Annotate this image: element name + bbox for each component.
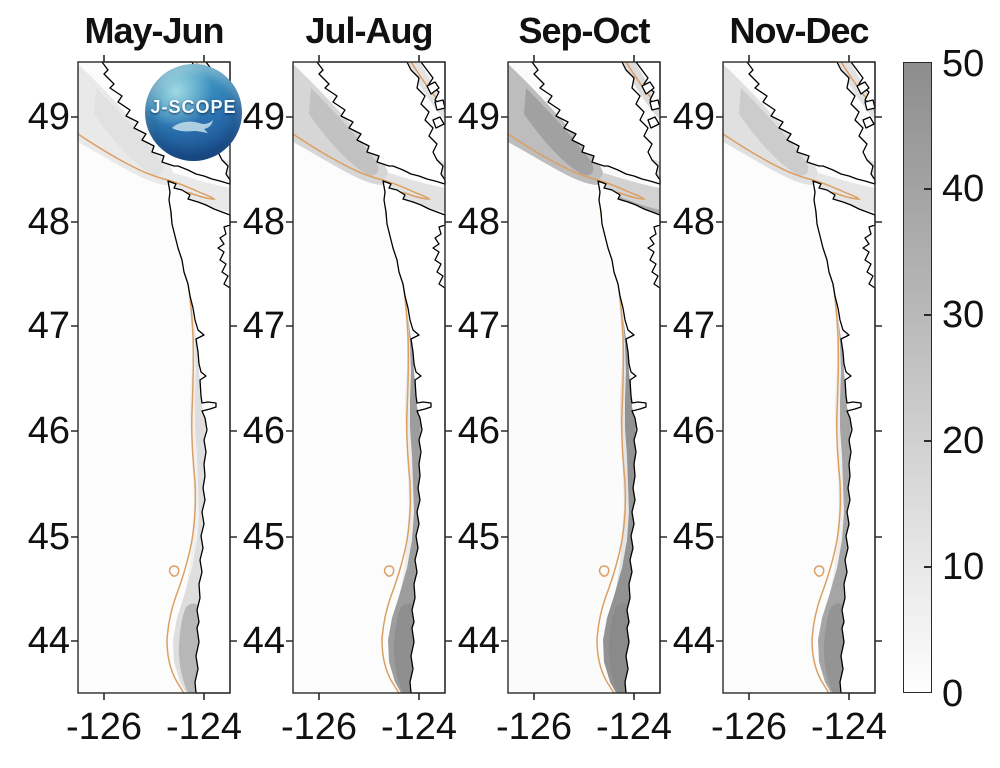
colorbar [903, 62, 932, 693]
jscope-logo: J-SCOPE [145, 64, 242, 161]
lon-tick-label: -126 [495, 706, 573, 748]
panel-title-julaug: Jul-Aug [305, 10, 434, 51]
jscope-logo-text: J-SCOPE [150, 96, 237, 117]
lon-tick-label: -124 [165, 706, 243, 748]
lat-tick-label: 47 [457, 305, 500, 347]
lat-tick-label: 49 [242, 96, 285, 138]
colorbar-tick-label: 30 [942, 294, 985, 336]
panel-title-novdec: Nov-Dec [729, 10, 869, 51]
lon-tick-label: -124 [595, 706, 673, 748]
lat-tick-label: 48 [27, 201, 70, 243]
lat-tick-label: 44 [672, 620, 715, 662]
map-canvas [500, 54, 668, 701]
map-panel-novdec [715, 54, 883, 701]
map-canvas [715, 54, 883, 701]
colorbar-tick-label: 20 [942, 420, 985, 462]
lon-tick-label: -126 [710, 706, 788, 748]
colorbar-tick [924, 440, 931, 442]
colorbar-tick [924, 314, 931, 316]
lat-tick-label: 49 [672, 96, 715, 138]
panel-title-sepoct: Sep-Oct [518, 10, 650, 51]
map-panel-sepoct [500, 54, 668, 701]
lat-tick-label: 46 [242, 410, 285, 452]
colorbar-tick-label: 10 [942, 546, 985, 588]
lat-tick-label: 46 [457, 410, 500, 452]
lat-tick-label: 47 [672, 305, 715, 347]
lat-tick-label: 47 [27, 305, 70, 347]
lat-tick-label: 48 [457, 201, 500, 243]
lon-tick-label: -124 [380, 706, 458, 748]
lon-tick-label: -126 [65, 706, 143, 748]
whale-icon [171, 119, 213, 133]
lat-tick-label: 46 [27, 410, 70, 452]
lat-tick-label: 44 [242, 620, 285, 662]
colorbar-tick [924, 566, 931, 568]
lat-tick-label: 45 [672, 516, 715, 558]
lon-tick-label: -126 [280, 706, 358, 748]
lat-tick-label: 45 [27, 516, 70, 558]
panel-title-mayjun: May-Jun [84, 10, 224, 51]
lat-tick-label: 44 [27, 620, 70, 662]
lat-tick-label: 45 [242, 516, 285, 558]
lat-tick-label: 48 [242, 201, 285, 243]
lat-tick-label: 47 [242, 305, 285, 347]
colorbar-tick [924, 188, 931, 190]
lat-tick-label: 44 [457, 620, 500, 662]
colorbar-tick-label: 50 [942, 43, 985, 85]
lon-tick-label: -124 [810, 706, 888, 748]
lat-tick-label: 46 [672, 410, 715, 452]
colorbar-tick-label: 0 [942, 673, 964, 715]
lat-tick-label: 49 [457, 96, 500, 138]
map-panel-julaug [285, 54, 453, 701]
lat-tick-label: 45 [457, 516, 500, 558]
lat-tick-label: 48 [672, 201, 715, 243]
colorbar-tick-label: 40 [942, 168, 985, 210]
lat-tick-label: 49 [27, 96, 70, 138]
map-canvas [285, 54, 453, 701]
